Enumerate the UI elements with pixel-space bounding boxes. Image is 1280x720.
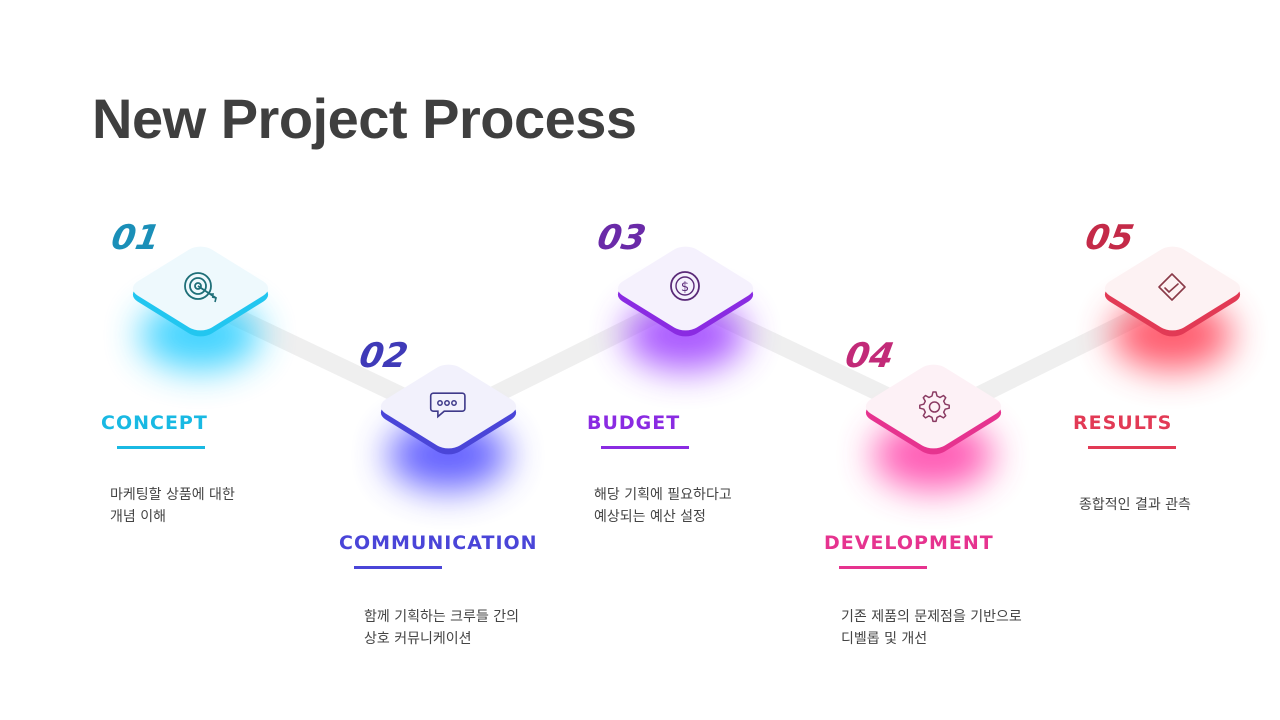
chat-bubble-icon	[429, 392, 466, 419]
step-label: CONCEPT	[101, 412, 208, 434]
step-description: 기존 제품의 문제점을 기반으로 디벨롭 및 개선	[841, 609, 1022, 647]
page-title: New Project Process	[92, 87, 637, 150]
step-number: 02	[356, 336, 411, 376]
step-number: 03	[594, 218, 649, 258]
step-description: 함께 기획하는 크루들 간의 상호 커뮤니케이션	[364, 609, 520, 647]
step-underline	[839, 566, 927, 569]
step-underline	[354, 566, 442, 569]
svg-text:$: $	[681, 280, 689, 295]
step-underline	[601, 446, 689, 449]
step-underline	[117, 446, 205, 449]
step-number: 01	[108, 218, 163, 258]
step-description: 마케팅할 상품에 대한 개념 이해	[110, 487, 235, 525]
gear-icon	[919, 391, 950, 423]
step-number: 04	[842, 336, 897, 376]
dollar-coin-icon: $	[670, 271, 700, 301]
step-label: RESULTS	[1073, 412, 1173, 434]
checkmark-screen-icon	[1158, 273, 1186, 301]
step-label: DEVELOPMENT	[824, 532, 994, 554]
step-label: BUDGET	[587, 412, 681, 434]
step-description: 종합적인 결과 관측	[1079, 497, 1191, 513]
step-label: COMMUNICATION	[339, 532, 538, 554]
target-icon	[184, 272, 217, 303]
step-number: 05	[1082, 218, 1137, 258]
step-description: 해당 기획에 필요하다고 예상되는 예산 설정	[594, 487, 732, 525]
step-underline	[1088, 446, 1176, 449]
